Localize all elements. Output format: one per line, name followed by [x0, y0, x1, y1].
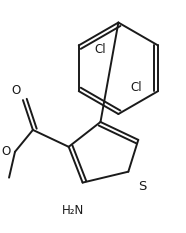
Text: O: O [2, 145, 11, 158]
Text: O: O [12, 84, 21, 97]
Text: Cl: Cl [95, 43, 106, 56]
Text: S: S [138, 180, 147, 193]
Text: Cl: Cl [130, 81, 142, 94]
Text: H₂N: H₂N [62, 205, 84, 217]
